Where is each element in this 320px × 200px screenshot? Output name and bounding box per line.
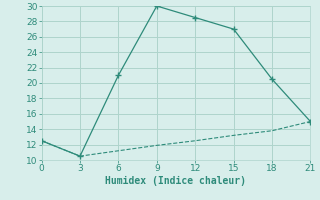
X-axis label: Humidex (Indice chaleur): Humidex (Indice chaleur) xyxy=(106,176,246,186)
